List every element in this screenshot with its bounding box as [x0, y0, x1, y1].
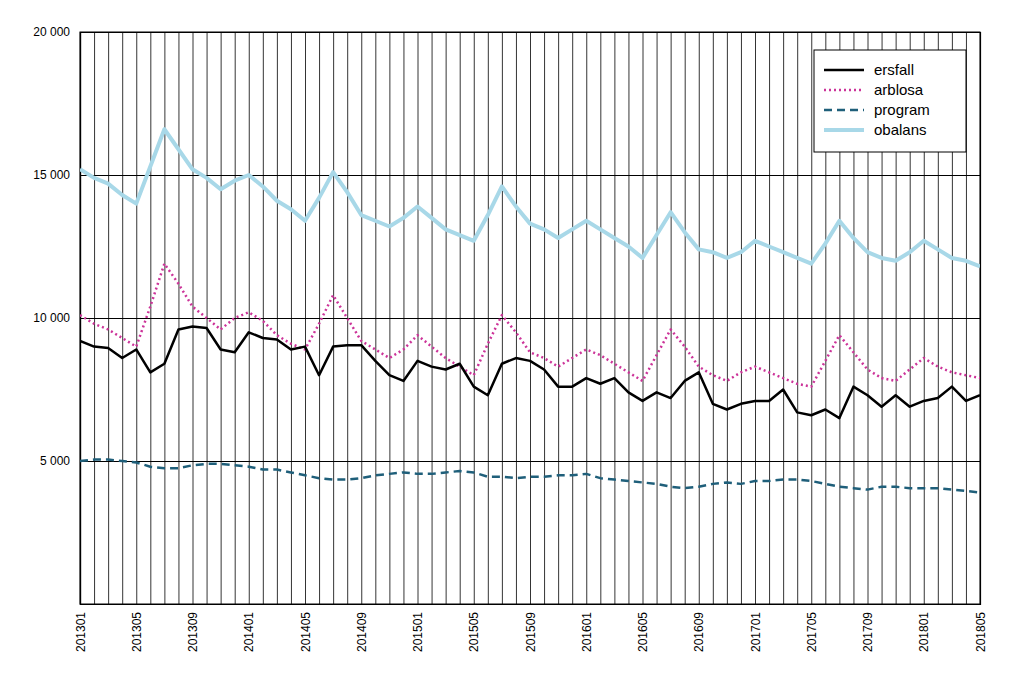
- y-axis-line: [81, 33, 981, 605]
- x-tick: 201609: [692, 32, 706, 652]
- x-tick-label: 201805: [974, 612, 988, 652]
- x-tick: 201309: [186, 32, 200, 652]
- y-tick: 5 000: [40, 454, 980, 468]
- x-tick-label: 201701: [749, 612, 763, 652]
- legend: ersfall arblosa program obalans: [814, 50, 966, 152]
- x-tick: 201509: [524, 32, 538, 652]
- x-tick-label: 201409: [355, 612, 369, 652]
- x-tick-label: 201801: [917, 612, 931, 652]
- x-tick: 201501: [411, 32, 425, 652]
- x-tick: 201805: [974, 32, 988, 652]
- x-tick-label: 201401: [242, 612, 256, 652]
- x-tick-label: 201309: [186, 612, 200, 652]
- legend-swatch: [824, 109, 864, 112]
- lines: [80, 129, 980, 492]
- x-tick: 201505: [467, 32, 481, 652]
- legend-swatch: [824, 128, 864, 132]
- x-tick: 201305: [130, 32, 144, 652]
- x-tick-label: 201501: [411, 612, 425, 652]
- y-tick: 15 000: [33, 168, 980, 182]
- series-line: [80, 264, 980, 387]
- legend-label: obalans: [874, 121, 927, 138]
- x-tick: 201601: [580, 32, 594, 652]
- x-tick-label: 201709: [861, 612, 875, 652]
- y-tick-label: 20 000: [33, 25, 70, 39]
- x-tick-label: 201509: [524, 612, 538, 652]
- legend-swatch: [824, 89, 864, 92]
- x-axis: 201301 201305 201309 201401 201405 201409 2015…: [74, 32, 988, 652]
- y-tick-label: 10 000: [33, 311, 70, 325]
- plot-frame: [80, 32, 980, 604]
- legend-swatch: [824, 69, 864, 72]
- legend-label: program: [874, 101, 930, 118]
- series-line: [80, 460, 980, 493]
- y-tick: 10 000: [33, 311, 980, 325]
- x-tick-label: 201609: [692, 612, 706, 652]
- legend-label: ersfall: [874, 61, 914, 78]
- chart: 201301 201305 201309 201401 201405 201409 2015…: [0, 0, 1024, 699]
- x-tick: 201405: [299, 32, 313, 652]
- x-tick: 201701: [749, 32, 763, 652]
- x-tick-label: 201601: [580, 612, 594, 652]
- y-grid-line: [80, 461, 980, 462]
- y-grid-line: [80, 175, 980, 176]
- x-tick: 201409: [355, 32, 369, 652]
- x-tick-label: 201301: [74, 612, 88, 652]
- x-tick-label: 201605: [636, 612, 650, 652]
- x-tick-label: 201405: [299, 612, 313, 652]
- y-grid-line: [80, 318, 980, 319]
- x-tick: 201401: [242, 32, 256, 652]
- legend-label: arblosa: [874, 81, 924, 98]
- x-tick-label: 201505: [467, 612, 481, 652]
- y-axis: 5 000 10 000 15 000 20 000: [33, 25, 980, 604]
- legend-box: [814, 50, 966, 152]
- y-tick-label: 5 000: [40, 454, 70, 468]
- x-tick: 201605: [636, 32, 650, 652]
- series-line: [80, 327, 980, 419]
- x-tick-label: 201305: [130, 612, 144, 652]
- y-tick-label: 15 000: [33, 168, 70, 182]
- x-axis-line: [81, 32, 981, 605]
- plot: 201301 201305 201309 201401 201405 201409 2015…: [33, 25, 987, 652]
- x-tick-label: 201705: [805, 612, 819, 652]
